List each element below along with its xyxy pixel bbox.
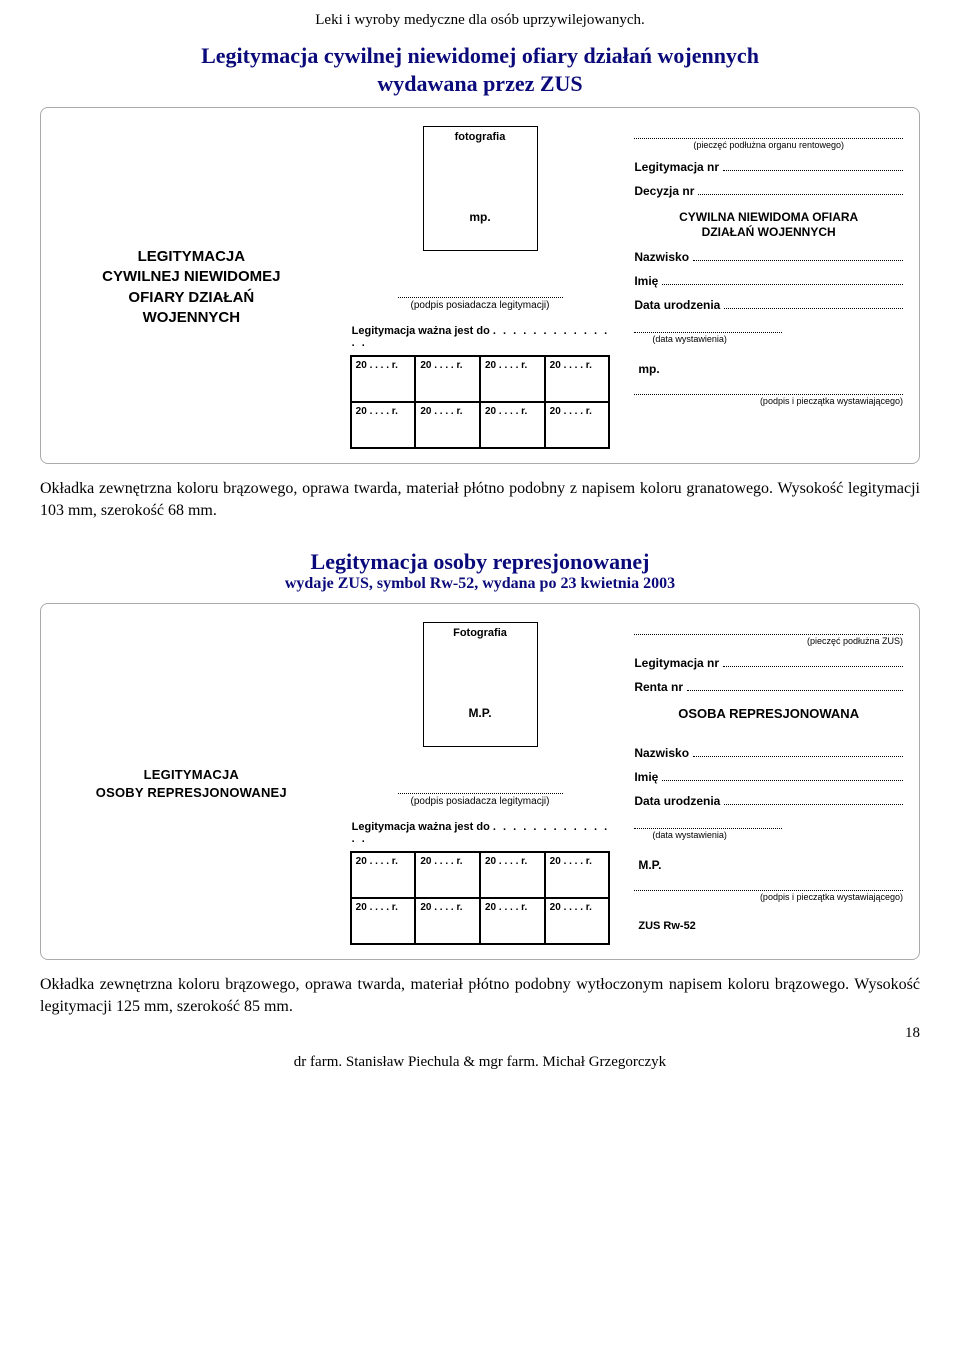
card2-dob: Data urodzenia bbox=[634, 794, 903, 808]
card1-center-l2: DZIAŁAŃ WOJENNYCH bbox=[634, 225, 903, 240]
card1-mp: mp. bbox=[638, 362, 903, 376]
card2-year-cell: 20 . . . . r. bbox=[415, 898, 480, 944]
card1-leg-nr: Legitymacja nr bbox=[634, 160, 903, 174]
card2-renta-nr: Renta nr bbox=[634, 680, 903, 694]
card2-sig-caption: (podpis posiadacza legitymacji) bbox=[346, 796, 615, 807]
card1-cover-l1: LEGITYMACJA bbox=[102, 247, 280, 267]
card2-leg-nr-label: Legitymacja nr bbox=[634, 656, 719, 670]
card2-leg-nr: Legitymacja nr bbox=[634, 656, 903, 670]
card2-year-cell: 20 . . . . r. bbox=[545, 852, 610, 898]
section1-title: Legitymacja cywilnej niewidomej ofiary d… bbox=[40, 43, 920, 69]
card2-year-cell: 20 . . . . r. bbox=[545, 898, 610, 944]
card1-year-cell: 20 . . . . r. bbox=[480, 402, 545, 448]
card1-center-block: CYWILNA NIEWIDOMA OFIARA DZIAŁAŃ WOJENNY… bbox=[634, 210, 903, 240]
card1-dob-label: Data urodzenia bbox=[634, 298, 720, 312]
card2-dob-label: Data urodzenia bbox=[634, 794, 720, 808]
card1-issue-caption: (data wystawienia) bbox=[634, 334, 903, 344]
card1-surname: Nazwisko bbox=[634, 250, 903, 264]
card2-zus-code: ZUS Rw-52 bbox=[638, 920, 903, 932]
card2-issue-caption: (data wystawienia) bbox=[634, 830, 903, 840]
card1-year-cell: 20 . . . . r. bbox=[351, 356, 416, 402]
card2-middle: Fotografia M.P. (podpis posiadacza legit… bbox=[340, 622, 621, 945]
section2-title: Legitymacja osoby represjonowanej bbox=[40, 549, 920, 575]
card1-cover: LEGITYMACJA CYWILNEJ NIEWIDOMEJ OFIARY D… bbox=[51, 126, 332, 449]
card1-issuer-caption: (podpis i pieczątka wystawiającego) bbox=[634, 396, 903, 406]
card2-seal-line bbox=[634, 634, 903, 635]
card1-sig-caption: (podpis posiadacza legitymacji) bbox=[346, 300, 615, 311]
card2-center-block: OSOBA REPRESJONOWANA bbox=[634, 706, 903, 722]
card2-year-cell: 20 . . . . r. bbox=[351, 898, 416, 944]
card1-cover-title: LEGITYMACJA CYWILNEJ NIEWIDOMEJ OFIARY D… bbox=[102, 247, 280, 328]
card2-photo-box: Fotografia M.P. bbox=[423, 622, 538, 747]
card1-right: (pieczęć podłużna organu rentowego) Legi… bbox=[628, 126, 909, 449]
card1-leg-nr-label: Legitymacja nr bbox=[634, 160, 719, 174]
card1-year-cell: 20 . . . . r. bbox=[545, 402, 610, 448]
card2-year-grid: 20 . . . . r. 20 . . . . r. 20 . . . . r… bbox=[350, 851, 611, 945]
card2-year-cell: 20 . . . . r. bbox=[351, 852, 416, 898]
card1-sig-line bbox=[398, 297, 563, 298]
card1-year-cell: 20 . . . . r. bbox=[351, 402, 416, 448]
card2-mp: M.P. bbox=[638, 858, 903, 872]
card1-year-cell: 20 . . . . r. bbox=[480, 356, 545, 402]
card1-photo-mp: mp. bbox=[424, 210, 537, 224]
card1-dec-nr-label: Decyzja nr bbox=[634, 184, 694, 198]
card1-valid-label: Legitymacja ważna jest do . . . . . . . … bbox=[352, 325, 615, 349]
card2-seal-caption: (pieczęć podłużna ZUS) bbox=[634, 636, 903, 646]
card2-valid-text: Legitymacja ważna jest do bbox=[352, 821, 490, 833]
card2-issuer-line bbox=[634, 890, 903, 891]
card1-figure: LEGITYMACJA CYWILNEJ NIEWIDOMEJ OFIARY D… bbox=[40, 107, 920, 464]
card1-year-grid: 20 . . . . r. 20 . . . . r. 20 . . . . r… bbox=[350, 355, 611, 449]
card1-photo-label: fotografia bbox=[424, 131, 537, 143]
card2-issuer-caption: (podpis i pieczątka wystawiającego) bbox=[634, 892, 903, 902]
card2-name-label: Imię bbox=[634, 770, 658, 784]
card2-valid-label: Legitymacja ważna jest do . . . . . . . … bbox=[352, 821, 615, 845]
card1-middle: fotografia mp. (podpis posiadacza legity… bbox=[340, 126, 621, 449]
card2-cover-l2: OSOBY REPRESJONOWANEJ bbox=[96, 784, 287, 802]
card1-cover-l2: CYWILNEJ NIEWIDOMEJ bbox=[102, 267, 280, 287]
card2-cover: LEGITYMACJA OSOBY REPRESJONOWANEJ bbox=[51, 622, 332, 945]
card2-year-cell: 20 . . . . r. bbox=[480, 898, 545, 944]
card1-seal-line bbox=[634, 138, 903, 139]
card1-seal-caption: (pieczęć podłużna organu rentowego) bbox=[634, 140, 903, 150]
card1-cover-l3: OFIARY DZIAŁAŃ bbox=[102, 288, 280, 308]
card1-issue-line bbox=[634, 332, 782, 333]
card1-dec-nr: Decyzja nr bbox=[634, 184, 903, 198]
card2-cover-l1: LEGITYMACJA bbox=[96, 766, 287, 784]
card2-surname: Nazwisko bbox=[634, 746, 903, 760]
card1-valid-text: Legitymacja ważna jest do bbox=[352, 325, 490, 337]
card1-photo-box: fotografia mp. bbox=[423, 126, 538, 251]
card1-year-cell: 20 . . . . r. bbox=[415, 402, 480, 448]
card2-surname-label: Nazwisko bbox=[634, 746, 689, 760]
card2-photo-label: Fotografia bbox=[424, 627, 537, 639]
card1-surname-label: Nazwisko bbox=[634, 250, 689, 264]
card1-year-cell: 20 . . . . r. bbox=[415, 356, 480, 402]
card2-photo-mp: M.P. bbox=[424, 706, 537, 720]
card1-name-label: Imię bbox=[634, 274, 658, 288]
card1-name: Imię bbox=[634, 274, 903, 288]
card1-dob: Data urodzenia bbox=[634, 298, 903, 312]
card2-year-cell: 20 . . . . r. bbox=[480, 852, 545, 898]
footer-author: dr farm. Stanisław Piechula & mgr farm. … bbox=[40, 1054, 920, 1071]
section2-caption: Okładka zewnętrzna koloru brązowego, opr… bbox=[40, 974, 920, 1017]
page-header: Leki i wyroby medyczne dla osób uprzywil… bbox=[40, 12, 920, 29]
card1-center-l1: CYWILNA NIEWIDOMA OFIARA bbox=[634, 210, 903, 225]
card2-name: Imię bbox=[634, 770, 903, 784]
card2-figure: LEGITYMACJA OSOBY REPRESJONOWANEJ Fotogr… bbox=[40, 603, 920, 960]
card1-issuer-line bbox=[634, 394, 903, 395]
card2-issue-line bbox=[634, 828, 782, 829]
card2-cover-title: LEGITYMACJA OSOBY REPRESJONOWANEJ bbox=[96, 766, 287, 801]
card2-renta-nr-label: Renta nr bbox=[634, 680, 683, 694]
card2-right: (pieczęć podłużna ZUS) Legitymacja nr Re… bbox=[628, 622, 909, 945]
card1-cover-l4: WOJENNYCH bbox=[102, 308, 280, 328]
card2-sig-line bbox=[398, 793, 563, 794]
section2-subtitle: wydaje ZUS, symbol Rw-52, wydana po 23 k… bbox=[40, 575, 920, 593]
page-number: 18 bbox=[40, 1025, 920, 1042]
card2-year-cell: 20 . . . . r. bbox=[415, 852, 480, 898]
card1-year-cell: 20 . . . . r. bbox=[545, 356, 610, 402]
section1-subtitle: wydawana przez ZUS bbox=[40, 71, 920, 97]
section1-caption: Okładka zewnętrzna koloru brązowego, opr… bbox=[40, 478, 920, 521]
